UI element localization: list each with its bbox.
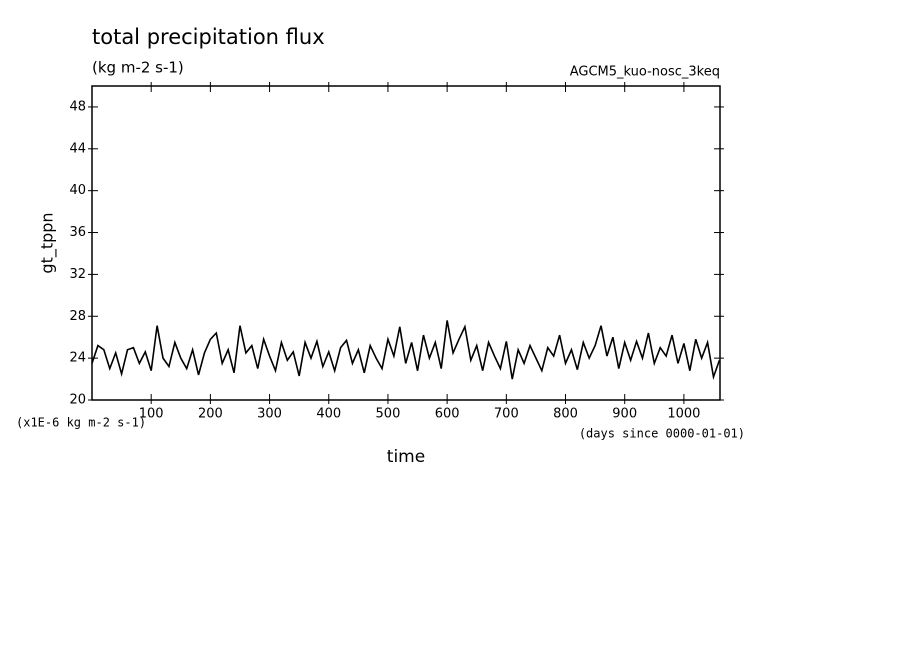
x-unit: (days since 0000-01-01) bbox=[579, 427, 745, 441]
x-tick-label: 100 bbox=[139, 407, 164, 422]
y-tick-label: 36 bbox=[69, 225, 86, 240]
data-line bbox=[91, 320, 721, 381]
x-tick-label: 400 bbox=[316, 407, 341, 422]
x-tick-label: 700 bbox=[494, 407, 519, 422]
y-tick-label: 44 bbox=[69, 141, 86, 156]
y-axis-label: gt_tppn bbox=[38, 212, 58, 273]
x-axis-label: time bbox=[387, 447, 425, 467]
y-unit: (x1E-6 kg m-2 s-1) bbox=[16, 416, 146, 430]
x-tick-label: 1000 bbox=[667, 407, 700, 422]
x-tick-label: 300 bbox=[257, 407, 282, 422]
annotation: AGCM5_kuo-nosc_3keq bbox=[570, 65, 720, 80]
y-tick-label: 20 bbox=[69, 393, 86, 408]
x-tick-label: 500 bbox=[376, 407, 401, 422]
x-tick-label: 600 bbox=[435, 407, 460, 422]
x-tick-label: 900 bbox=[612, 407, 637, 422]
y-tick-label: 40 bbox=[69, 183, 86, 198]
x-tick-label: 800 bbox=[553, 407, 578, 422]
chart-subtitle: (kg m-2 s-1) bbox=[92, 59, 184, 77]
y-tick-label: 32 bbox=[69, 267, 86, 282]
y-tick-label: 28 bbox=[69, 309, 86, 324]
chart-title: total precipitation flux bbox=[92, 25, 325, 49]
y-tick-label: 48 bbox=[69, 99, 86, 114]
plot-frame bbox=[91, 85, 721, 401]
x-tick-label: 200 bbox=[198, 407, 223, 422]
y-tick-label: 24 bbox=[69, 351, 86, 366]
